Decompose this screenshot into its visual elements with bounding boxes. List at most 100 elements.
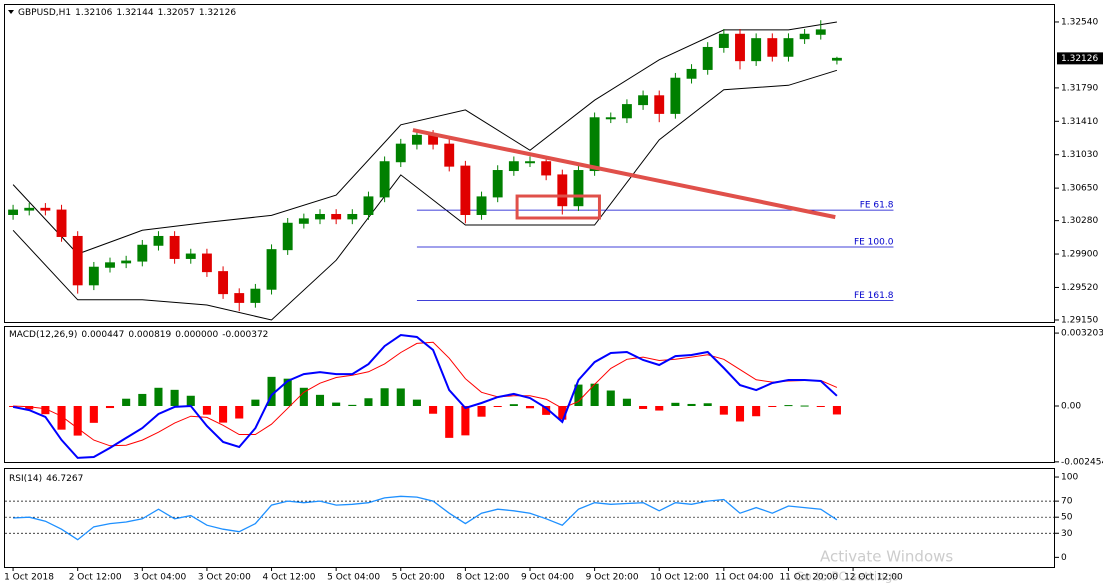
rsi-title: RSI(14): [9, 474, 42, 484]
histogram-bar: [202, 405, 211, 415]
histogram-bar: [493, 405, 502, 407]
header-down: -0.000372: [222, 330, 268, 340]
y-tick-label: 1.31030: [1061, 150, 1098, 160]
histogram-bar: [461, 405, 470, 436]
candle-body: [492, 170, 503, 198]
candle-body: [621, 104, 632, 119]
histogram-bar: [622, 398, 631, 406]
candle-body: [541, 161, 552, 176]
histogram-bar: [703, 403, 712, 406]
histogram-bar: [735, 405, 745, 422]
fe-label: FE 161.8: [854, 291, 894, 301]
histogram-bar: [170, 389, 179, 406]
x-tick-label: 4 Oct 12:00: [263, 573, 316, 583]
candle-body: [266, 249, 277, 290]
rsi-line: [13, 495, 838, 541]
histogram-bar: [784, 405, 793, 407]
candle-body: [347, 213, 358, 220]
price-header: GBPUSD,H1 1.32106 1.32144 1.32057 1.32126: [18, 8, 236, 18]
histogram-bar: [283, 378, 292, 406]
histogram-bar: [186, 395, 195, 406]
header-close: 1.32126: [199, 8, 236, 18]
candle-body: [815, 29, 826, 35]
candle-body: [24, 207, 35, 211]
header-open: 1.32106: [75, 8, 112, 18]
y-tick-label: 1.29900: [1061, 250, 1098, 260]
histogram-bar: [9, 405, 18, 407]
histogram-bar: [606, 390, 615, 406]
header-signal: 0.000819: [128, 330, 171, 340]
histogram-bar: [138, 393, 147, 406]
x-tick-label: 11 Oct 04:00: [715, 573, 774, 583]
candle-body: [395, 143, 406, 163]
candle-body: [185, 253, 196, 259]
x-tick-label: 11 Oct 20:00: [779, 573, 838, 583]
candle-body: [460, 165, 471, 215]
histogram-bar: [154, 387, 163, 406]
y-tick-label: 1.30650: [1061, 184, 1098, 194]
candle-body: [121, 260, 132, 264]
y-tick-label: 30: [1061, 529, 1073, 539]
histogram-bar: [364, 398, 373, 406]
histogram-bar: [412, 399, 421, 406]
candle-body: [72, 235, 83, 286]
candle-body: [525, 161, 535, 164]
candle-body: [218, 271, 229, 295]
candle-body: [88, 266, 99, 286]
candle-body: [718, 33, 729, 48]
y-tick-label: 0.00: [1061, 401, 1081, 411]
candle-body: [282, 222, 293, 251]
header-high: 1.32144: [116, 8, 153, 18]
x-tick-label: 9 Oct 20:00: [586, 573, 639, 583]
header-rsi: 46.7267: [46, 474, 83, 484]
y-tick-label: 50: [1061, 513, 1073, 523]
price-panel: [4, 4, 1055, 323]
histogram-bar: [429, 405, 438, 414]
histogram-bar: [509, 404, 518, 406]
candle-body: [363, 196, 374, 215]
x-tick-label: 12 Oct 12:00: [844, 573, 903, 583]
fe-label: FE 100.0: [854, 238, 894, 248]
histogram-bar: [719, 405, 728, 415]
histogram-bar: [671, 402, 680, 406]
histogram-bar: [41, 405, 50, 415]
macd-line: [12, 333, 838, 459]
histogram-bar: [590, 383, 599, 406]
macd-title: MACD(12,26,9): [9, 330, 77, 340]
candle-body: [444, 143, 455, 167]
candle-body: [137, 244, 148, 262]
candle-body: [557, 174, 568, 207]
candle-body: [767, 38, 778, 57]
histogram-bar: [219, 405, 228, 423]
histogram-bar: [574, 384, 583, 406]
x-tick-label: 10 Oct 12:00: [650, 573, 709, 583]
x-tick-label: 3 Oct 04:00: [133, 573, 186, 583]
histogram-bar: [122, 398, 131, 406]
menu-arrow[interactable]: [8, 10, 14, 14]
histogram-bar: [267, 376, 276, 406]
x-tick-label: 5 Oct 04:00: [327, 573, 380, 583]
y-tick-label: 1.31410: [1061, 117, 1098, 127]
x-tick-label: 1 Oct 2018: [4, 573, 54, 583]
histogram-bar: [832, 405, 841, 415]
candle-body: [153, 235, 164, 246]
histogram-bar: [380, 388, 389, 406]
candle-body: [201, 253, 212, 273]
histogram-bar: [655, 405, 664, 411]
candle-body: [751, 38, 762, 62]
candle-body: [783, 38, 794, 57]
symbol: GBPUSD,H1: [18, 8, 71, 18]
rsi-header: RSI(14) 46.7267: [9, 474, 83, 484]
watermark: Go to PC settings: [795, 570, 899, 584]
histogram-bar: [816, 405, 825, 407]
candle-body: [169, 235, 180, 259]
highlight-box: [515, 194, 601, 220]
histogram-bar: [315, 394, 325, 406]
y-tick-label: 0: [1061, 553, 1067, 563]
y-tick-label: 100: [1061, 473, 1078, 483]
fe-label: FE 61.8: [860, 201, 894, 211]
histogram-bar: [235, 405, 244, 419]
candle-body: [831, 57, 842, 61]
